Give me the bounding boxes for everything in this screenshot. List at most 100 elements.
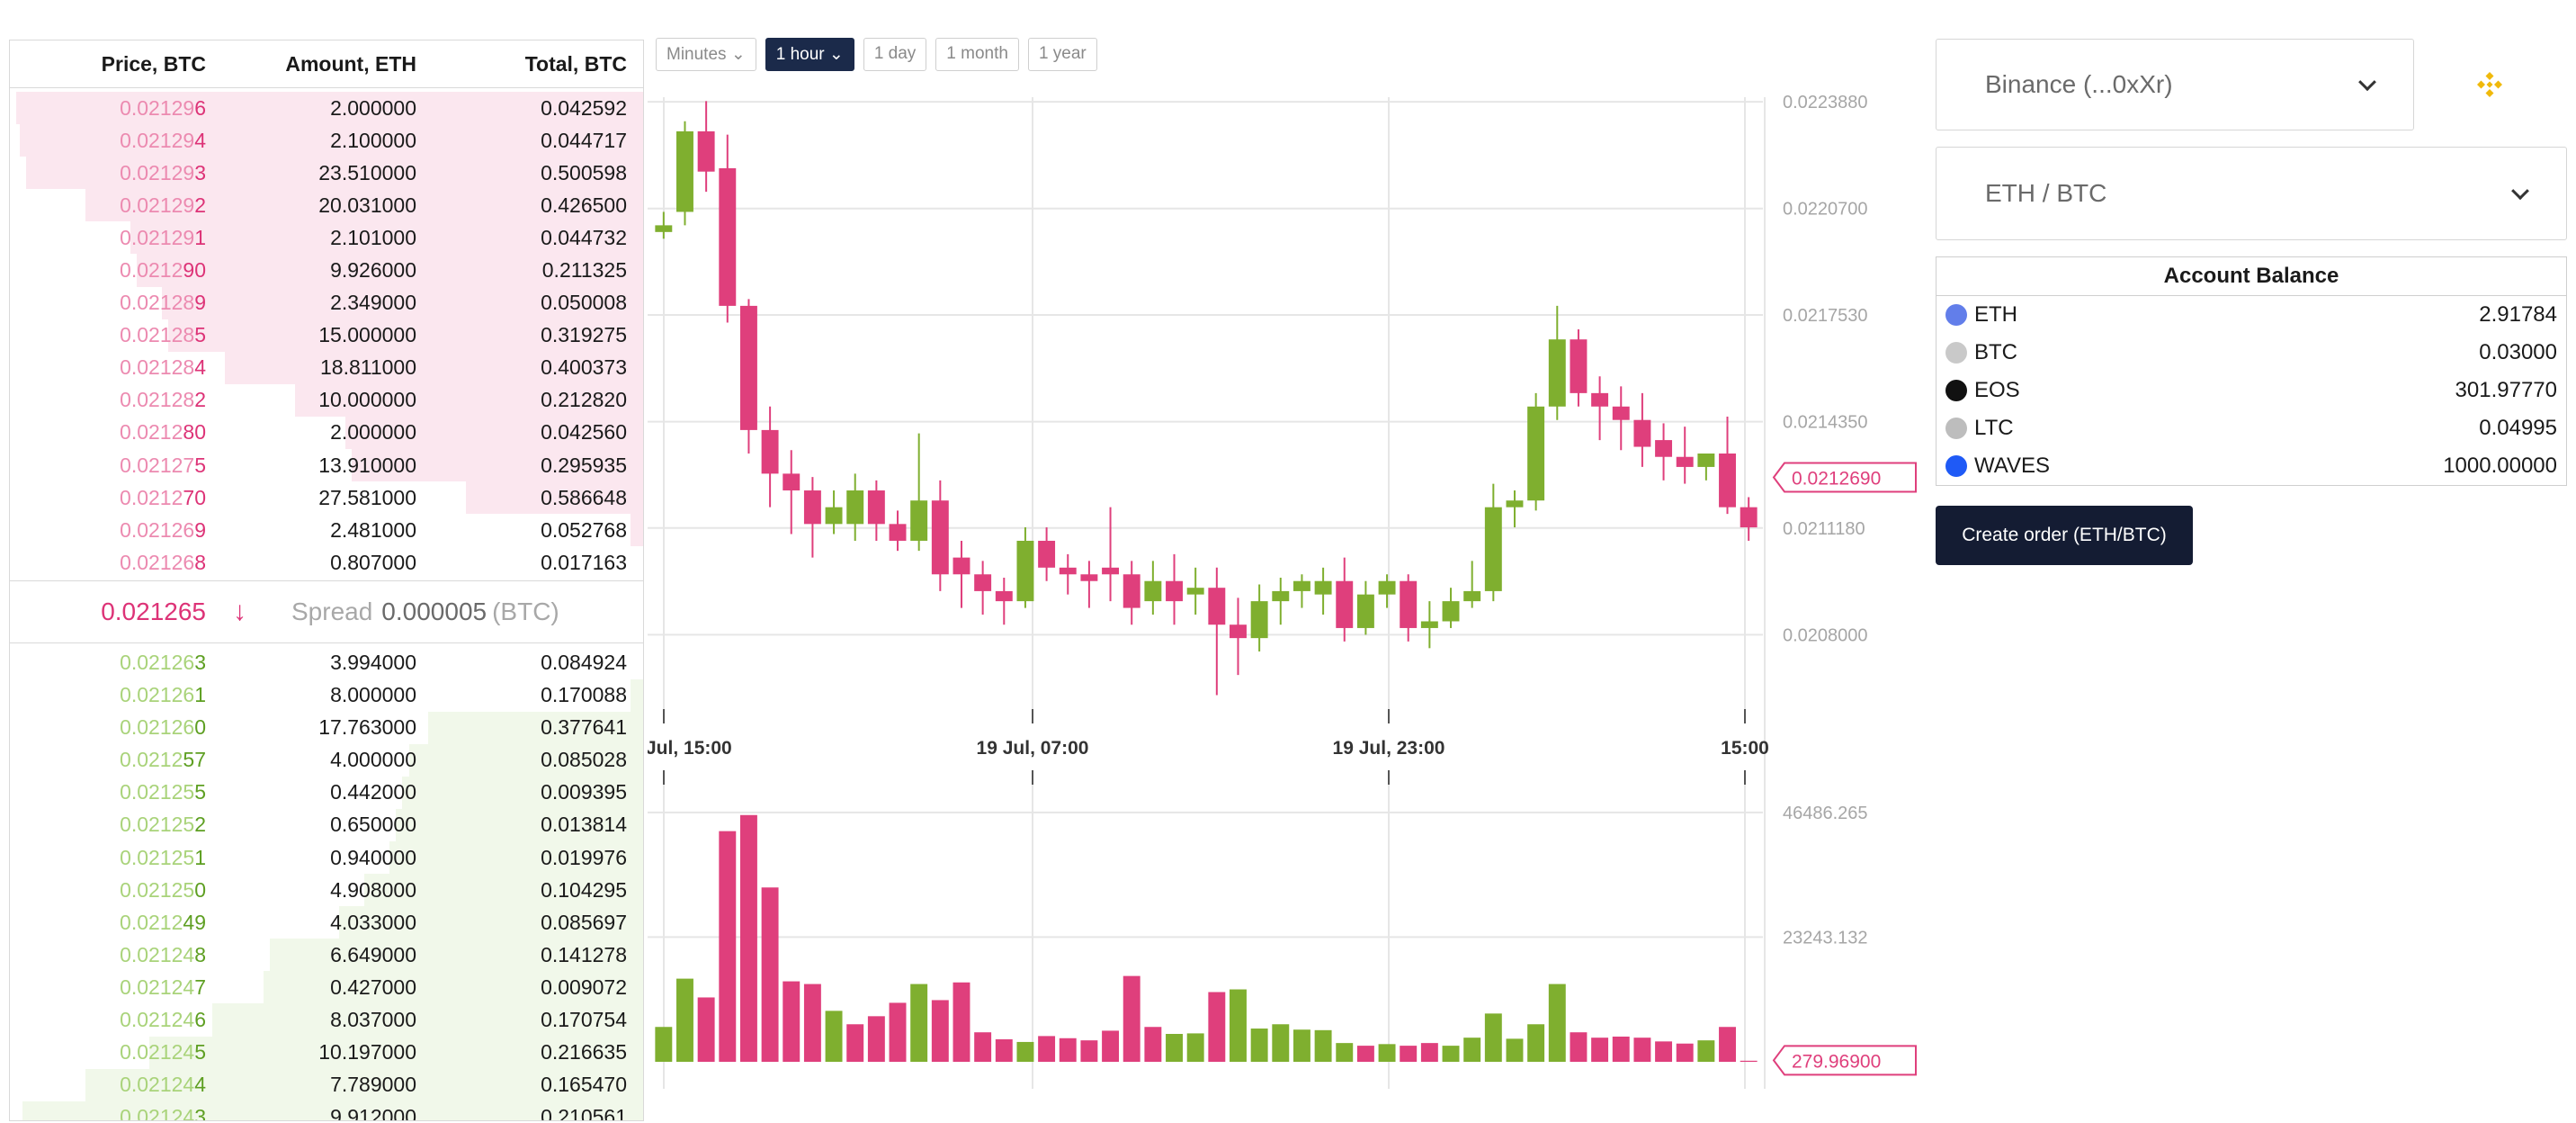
coin-name: LTC (1974, 416, 2014, 440)
price-suffix: 3 (194, 160, 206, 184)
create-order-button[interactable]: Create order (ETH/BTC) (1936, 506, 2193, 565)
candle (761, 429, 779, 474)
ask-row[interactable]: 0.021282 10.000000 0.212820 (10, 383, 643, 417)
order-total: 0.042560 (541, 420, 627, 445)
arrow-down-icon: ↓ (233, 597, 246, 627)
bid-row[interactable]: 0.021251 0.940000 0.019976 (10, 840, 643, 875)
ask-row[interactable]: 0.021290 9.926000 0.211325 (10, 254, 643, 287)
price-suffix: 9 (194, 291, 206, 315)
bid-row[interactable]: 0.021243 9.912000 0.210561 (10, 1101, 643, 1120)
bid-row[interactable]: 0.021252 0.650000 0.013814 (10, 808, 643, 841)
depth-bar (136, 254, 643, 287)
ask-row[interactable]: 0.021296 2.000000 0.042592 (10, 92, 643, 125)
ask-row[interactable]: 0.021280 2.000000 0.042560 (10, 416, 643, 450)
ask-row[interactable]: 0.021275 13.910000 0.295935 (10, 449, 643, 482)
volume-bar (1208, 992, 1226, 1062)
bid-row[interactable]: 0.021248 6.649000 0.141278 (10, 939, 643, 972)
bid-row[interactable]: 0.021249 4.033000 0.085697 (10, 906, 643, 939)
volume-bar (1038, 1036, 1056, 1062)
candle (697, 130, 715, 172)
price-prefix: 0.02129 (120, 225, 195, 249)
order-amount: 4.000000 (330, 748, 416, 772)
candle (931, 500, 949, 575)
volume-bar (974, 1032, 992, 1062)
depth-bar (339, 906, 643, 939)
ask-row[interactable]: 0.021293 23.510000 0.500598 (10, 157, 643, 190)
bid-row[interactable]: 0.021263 3.994000 0.084924 (10, 646, 643, 678)
bid-row[interactable]: 0.021261 8.000000 0.170088 (10, 678, 643, 712)
order-price: 0.021296 (10, 96, 206, 121)
order-amount: 0.940000 (330, 845, 416, 869)
price-prefix: 0.02124 (120, 975, 195, 999)
price-prefix: 0.02125 (120, 780, 195, 804)
coin-name: BTC (1974, 340, 2017, 364)
order-amount: 2.481000 (330, 517, 416, 542)
timeframe-button[interactable]: 1 day (863, 38, 927, 71)
bid-row[interactable]: 0.021255 0.442000 0.009395 (10, 776, 643, 809)
depth-bar (212, 1003, 643, 1037)
depth-bar (269, 939, 643, 972)
total-column-header: Total, BTC (524, 51, 627, 76)
ask-row[interactable]: 0.021292 20.031000 0.426500 (10, 189, 643, 222)
timeframe-button[interactable]: 1 hour ⌄ (765, 38, 854, 71)
timeframe-button[interactable]: 1 month (935, 38, 1019, 71)
price-chart[interactable]: 0.0223880 0.0220700 0.0217530 0.0214350 0.02… (648, 81, 1925, 1116)
candle (867, 490, 885, 525)
volume-bar (931, 1000, 949, 1062)
volume-bar (697, 997, 715, 1062)
ask-row[interactable]: 0.021269 2.481000 0.052768 (10, 514, 643, 547)
volume-bar (1400, 1046, 1418, 1062)
ask-row[interactable]: 0.021270 27.581000 0.586648 (10, 481, 643, 515)
depth-bar (402, 776, 643, 809)
price-suffix: 4 (194, 1073, 206, 1097)
order-amount: 0.650000 (330, 813, 416, 837)
candle (719, 167, 737, 306)
ask-row[interactable]: 0.021285 15.000000 0.319275 (10, 319, 643, 352)
candle (1420, 621, 1438, 628)
candle (783, 473, 801, 491)
ethereum-icon (1945, 304, 1967, 326)
price-suffix: 57 (183, 748, 206, 772)
ask-row[interactable]: 0.021268 0.807000 0.017163 (10, 546, 643, 579)
exchange-select-value: Binance (...0xXr) (1985, 70, 2173, 98)
price-prefix: 0.02126 (120, 550, 195, 574)
bid-row[interactable]: 0.021245 10.197000 0.216635 (10, 1036, 643, 1069)
spread-label: Spread (291, 597, 373, 626)
coin-name: EOS (1974, 378, 2020, 402)
timeframe-button[interactable]: 1 year (1027, 38, 1097, 71)
ask-row[interactable]: 0.021291 2.101000 0.044732 (10, 221, 643, 255)
bid-row[interactable]: 0.021260 17.763000 0.377641 (10, 711, 643, 744)
ask-row[interactable]: 0.021289 2.349000 0.050008 (10, 286, 643, 319)
price-prefix: 0.02129 (120, 128, 195, 152)
candle (1102, 567, 1120, 575)
volume-bar (1740, 1060, 1758, 1062)
volume-bar (1527, 1024, 1545, 1062)
chevron-down-icon (2358, 73, 2376, 92)
balance-row: LTC 0.04995 (1936, 409, 2566, 447)
volume-bar (1166, 1034, 1183, 1062)
price-prefix: 0.02126 (120, 683, 195, 707)
price-suffix: 90 (183, 258, 206, 283)
order-amount: 2.349000 (330, 291, 416, 315)
ask-row[interactable]: 0.021294 2.100000 0.044717 (10, 124, 643, 157)
price-suffix: 1 (194, 683, 206, 707)
order-book-header: Price, BTC Amount, ETH Total, BTC (10, 40, 643, 88)
chevron-down-icon: ⌄ (730, 45, 746, 64)
order-total: 0.295935 (541, 453, 627, 477)
timeframe-button[interactable]: Minutes ⌄ (656, 38, 756, 71)
volume-bar (1123, 975, 1140, 1062)
bid-row[interactable]: 0.021244 7.789000 0.165470 (10, 1068, 643, 1101)
ask-row[interactable]: 0.021284 18.811000 0.400373 (10, 351, 643, 384)
exchange-select[interactable]: Binance (...0xXr) (1936, 39, 2414, 130)
volume-bar (1719, 1027, 1736, 1062)
pair-select[interactable]: ETH / BTC (1936, 147, 2567, 240)
bid-row[interactable]: 0.021247 0.427000 0.009072 (10, 971, 643, 1004)
order-total: 0.170088 (541, 683, 627, 707)
candle (1272, 590, 1290, 602)
bid-row[interactable]: 0.021257 4.000000 0.085028 (10, 743, 643, 777)
bid-row[interactable]: 0.021246 8.037000 0.170754 (10, 1003, 643, 1037)
bid-row[interactable]: 0.021250 4.908000 0.104295 (10, 874, 643, 907)
order-amount: 2.000000 (330, 420, 416, 445)
order-total: 0.319275 (541, 323, 627, 347)
order-total: 0.013814 (541, 813, 627, 837)
